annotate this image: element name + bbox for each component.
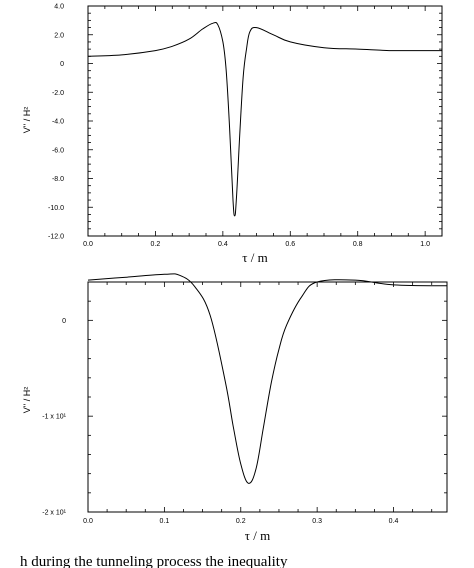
- y-axis-label: V'' / H²: [22, 387, 32, 413]
- y-tick-label: -1 x 10¹: [42, 414, 66, 421]
- x-axis-label: τ / m: [245, 528, 270, 543]
- y-axis-label: V'' / H²: [22, 107, 32, 133]
- series-line: [87, 273, 448, 484]
- y-tick-label: -2 x 10¹: [42, 510, 66, 517]
- y-tick-label: 0: [60, 61, 64, 68]
- x-axis-label: τ / m: [242, 250, 267, 265]
- x-tick-label: 0.4: [218, 241, 228, 248]
- caption-fragment: h during the tunneling process the inequ…: [20, 554, 288, 568]
- y-tick-label: -8.0: [52, 176, 64, 183]
- x-tick-label: 0.2: [151, 241, 161, 248]
- x-tick-label: 0.3: [312, 518, 322, 525]
- chart-1: 0.0 0.2 0.4 0.6 0.8 1.0 4.0 2.0 0 -2.0 -4.0 -6.0 -8.…: [22, 4, 443, 265]
- plot-frame: [87, 281, 448, 513]
- y-tick-label: -4.0: [52, 119, 64, 126]
- x-tick-label: 0.2: [236, 518, 246, 525]
- series-line: [87, 21, 442, 217]
- y-tick-label: 2.0: [54, 32, 64, 39]
- x-tick-label: 0.0: [83, 518, 93, 525]
- y-tick-label: 0: [62, 318, 66, 325]
- y-tick-label: -10.0: [48, 205, 64, 212]
- x-tick-label: 0.8: [353, 241, 363, 248]
- y-tick-label: -2.0: [52, 90, 64, 97]
- y-tick-label: -6.0: [52, 147, 64, 154]
- chart-2: 0.0 0.1 0.2 0.3 0.4 0 -1 x 10¹ -2 x 10¹ τ / m V''…: [22, 273, 448, 543]
- x-tick-label: 0.0: [83, 241, 93, 248]
- y-tick-label: -12.0: [48, 234, 64, 241]
- x-tick-label: 0.4: [389, 518, 399, 525]
- plot-frame: [87, 5, 443, 237]
- x-tick-label: 1.0: [420, 241, 430, 248]
- y-tick-label: 4.0: [54, 4, 64, 11]
- x-tick-label: 0.1: [160, 518, 170, 525]
- x-tick-label: 0.6: [285, 241, 295, 248]
